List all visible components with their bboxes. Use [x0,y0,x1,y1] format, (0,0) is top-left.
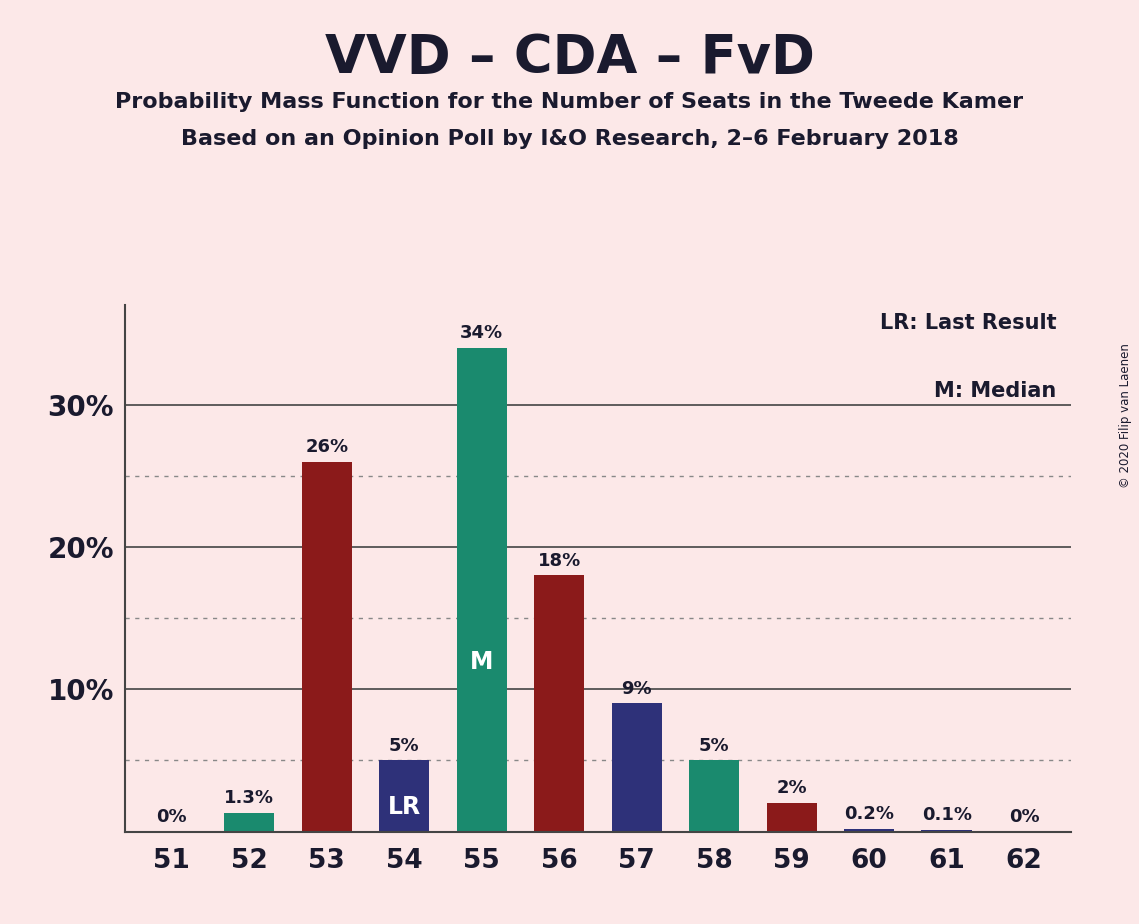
Text: 34%: 34% [460,324,503,342]
Text: 2%: 2% [777,780,808,797]
Text: 5%: 5% [388,736,419,755]
Text: LR: Last Result: LR: Last Result [879,313,1057,333]
Bar [844,829,894,832]
Text: M: Median: M: Median [934,382,1057,401]
Bar [379,760,429,832]
Text: © 2020 Filip van Laenen: © 2020 Filip van Laenen [1118,344,1132,488]
Text: M: M [470,650,493,675]
Bar [612,703,662,832]
Text: Probability Mass Function for the Number of Seats in the Tweede Kamer: Probability Mass Function for the Number… [115,92,1024,113]
Text: 0.2%: 0.2% [844,805,894,823]
Text: Based on an Opinion Poll by I&O Research, 2–6 February 2018: Based on an Opinion Poll by I&O Research… [181,129,958,150]
Bar [302,461,352,832]
Bar [534,576,584,832]
Text: VVD – CDA – FvD: VVD – CDA – FvD [325,32,814,84]
Text: 0%: 0% [156,808,187,826]
Text: 18%: 18% [538,552,581,570]
Text: 0.1%: 0.1% [921,807,972,824]
Text: 5%: 5% [699,736,729,755]
Bar [767,803,817,832]
Bar [457,347,507,832]
Bar [689,760,739,832]
Text: LR: LR [387,795,420,819]
Bar [921,830,972,832]
Text: 26%: 26% [305,438,349,456]
Bar [224,813,274,832]
Text: 1.3%: 1.3% [224,789,274,808]
Text: 0%: 0% [1009,808,1040,826]
Text: 9%: 9% [622,680,652,698]
